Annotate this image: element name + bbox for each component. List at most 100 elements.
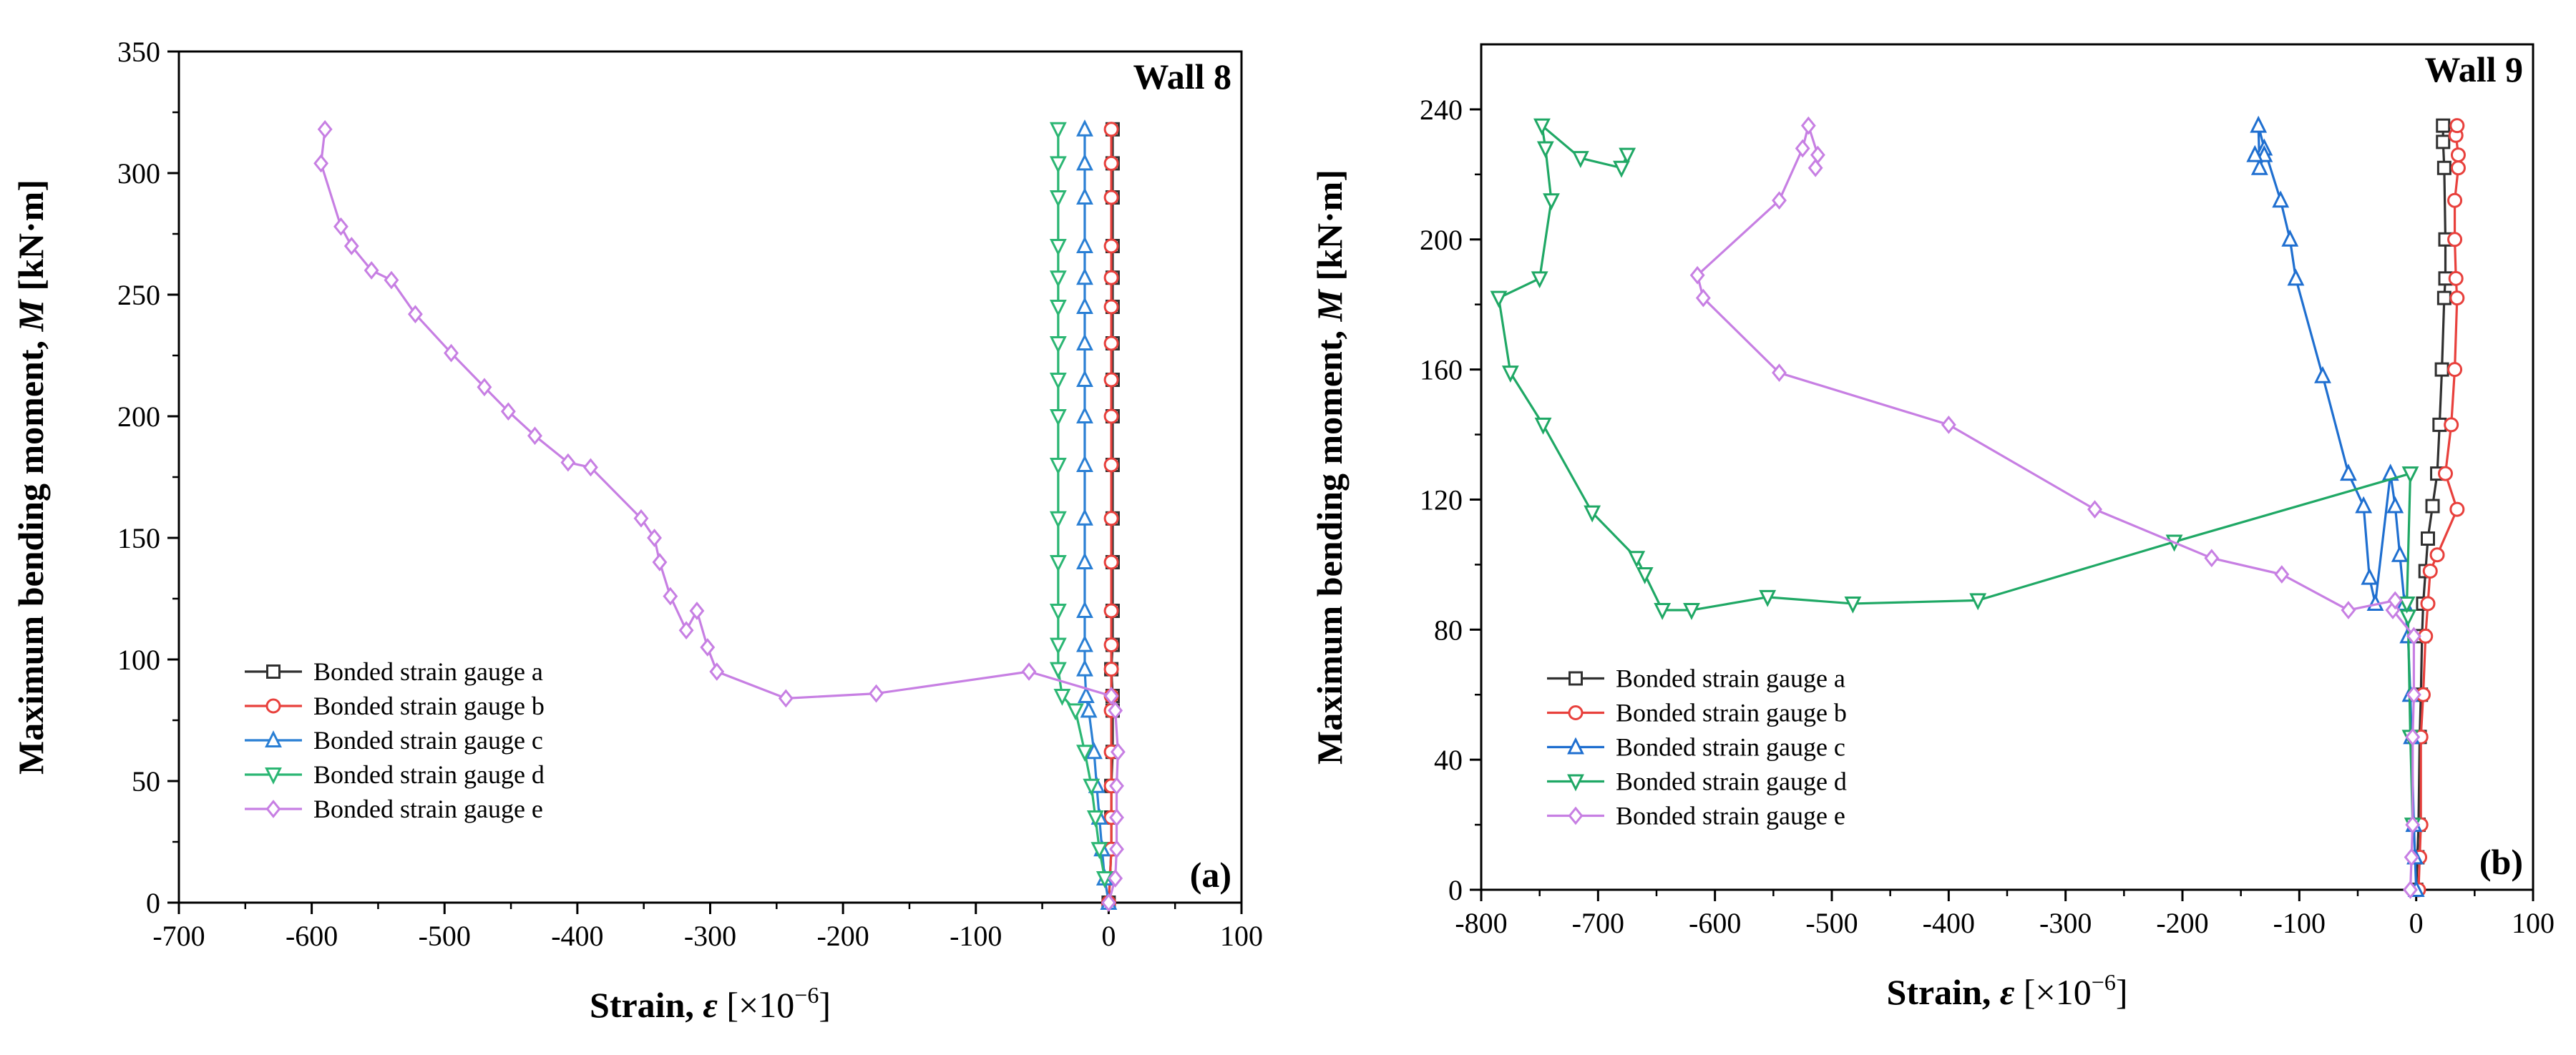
data-point [1941,416,1956,434]
data-point [1772,191,1787,210]
x-tick-label: 100 [2512,907,2555,939]
data-point [1636,567,1654,584]
data-point [1076,268,1093,285]
y-axis-title: Maximum bending moment, M [kN·m] [11,180,51,775]
data-point [2361,567,2379,585]
series-line [1057,129,1106,879]
data-point [2436,160,2451,175]
legend-item: Bonded strain gauge a [1547,664,1845,693]
data-point [1103,603,1119,619]
data-point [2434,362,2449,377]
data-point [1103,270,1119,285]
data-point [2287,268,2305,286]
data-point [317,119,333,139]
data-point [1080,700,1098,718]
series-bonded-strain-gauge-e [1689,116,2421,899]
data-point [1049,637,1067,655]
data-point [1049,156,1067,174]
data-point [1049,511,1067,529]
data-point [1049,662,1067,679]
legend-item: Bonded strain gauge b [245,692,545,720]
x-tick-label: -300 [684,920,736,952]
data-point [1807,158,1823,177]
data-point [1049,122,1067,139]
data-point [1049,336,1067,353]
data-point [560,453,576,472]
data-point [2449,118,2465,134]
x-tick-label: 0 [2409,907,2424,939]
data-point [313,154,329,173]
data-point [1533,118,1551,136]
data-point [1772,363,1787,383]
x-tick-label: -400 [1923,907,1975,939]
data-point [1077,686,1095,703]
x-tick-label: -600 [286,920,338,952]
chart-panel-b: -800 -700 -600 -500 -400 -300 -200 -100 0 100 0 40 8… [1309,43,2555,1012]
data-point [1021,662,1037,681]
data-point [2314,365,2331,383]
y-tick-label: 120 [1420,484,1463,516]
y-tick-label: 350 [117,36,160,68]
data-point [1109,776,1124,795]
legend-item: Bonded strain gauge c [1547,733,1845,762]
data-point [1076,370,1093,387]
data-point [1683,603,1700,620]
data-point [1108,869,1123,888]
y-tick-label: 0 [146,887,160,919]
legend: Bonded strain gauge a Bonded strain gauge… [245,657,545,823]
data-point [1076,236,1093,253]
legend-item: Bonded strain gauge a [245,657,543,686]
data-point [709,662,725,681]
legend-marker [1567,774,1584,792]
data-point [1103,238,1119,254]
y-tick-label: 200 [117,401,160,433]
data-point [2250,157,2268,175]
data-point [1076,552,1093,569]
data-point [1654,603,1672,620]
data-point [1628,551,1646,569]
data-point [1619,147,1636,165]
data-point [1531,271,1548,289]
legend: Bonded strain gauge a Bonded strain gauge… [1547,664,1847,830]
data-point [2436,290,2451,305]
legend-item: Bonded strain gauge b [1547,699,1847,727]
legend-label: Bonded strain gauge e [313,795,543,823]
data-point [1108,701,1123,720]
data-point [2438,466,2453,481]
data-point [1049,604,1067,621]
data-point [343,237,359,255]
data-point [583,458,598,477]
x-tick-label: -200 [816,920,869,952]
y-tick-label: 240 [1420,94,1463,126]
data-point [2341,601,2356,619]
legend-marker [1568,705,1584,720]
data-point [2422,563,2438,579]
data-point [869,684,884,703]
x-tick-label: -700 [152,920,205,952]
data-point [2204,549,2220,568]
data-point [1103,662,1119,677]
data-point [2405,727,2421,747]
data-point [1049,409,1067,426]
data-point [2403,880,2418,899]
legend-item: Bonded strain gauge c [245,726,543,755]
legend-item: Bonded strain gauge d [1547,767,1847,796]
data-point [2449,501,2465,517]
data-point [2447,232,2463,247]
data-point [1543,193,1560,211]
y-tick-label: 160 [1420,354,1463,386]
data-point [1083,778,1101,796]
legend-marker [265,730,282,747]
data-point [1096,871,1113,888]
series-bonded-strain-gauge-a [2409,118,2453,897]
data-point [1076,455,1093,472]
data-point [1101,893,1116,912]
data-point [1103,554,1119,570]
legend-marker [266,664,280,679]
data-point [2391,544,2409,562]
data-point [700,638,716,657]
legend-item: Bonded strain gauge d [245,760,545,789]
data-point [1109,808,1124,827]
legend-item: Bonded strain gauge e [245,795,543,823]
x-tick-label: -100 [950,920,1002,952]
